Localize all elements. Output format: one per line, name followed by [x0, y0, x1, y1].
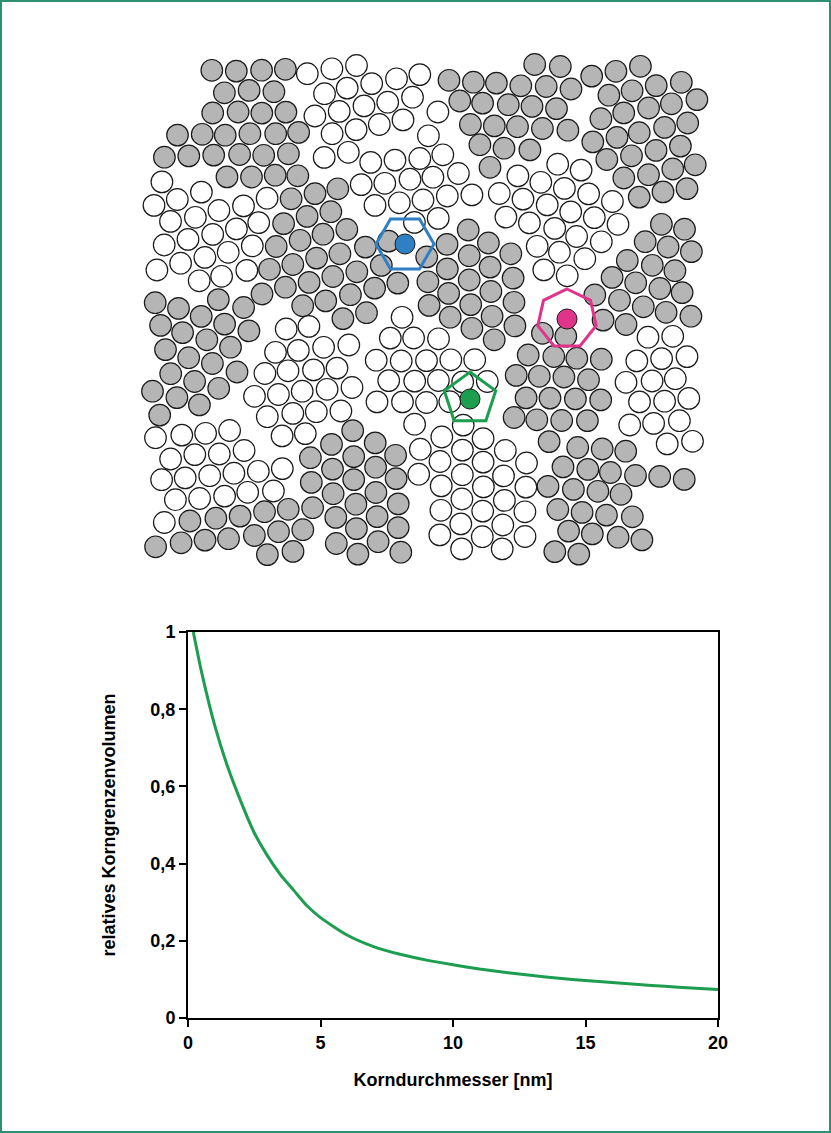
svg-text:0: 0 [165, 1008, 175, 1028]
svg-text:1: 1 [165, 622, 175, 642]
svg-text:Korndurchmesser [nm]: Korndurchmesser [nm] [353, 1070, 552, 1090]
svg-text:0,6: 0,6 [150, 777, 175, 797]
svg-text:0,4: 0,4 [150, 854, 175, 874]
svg-text:10: 10 [443, 1033, 463, 1053]
svg-text:0,2: 0,2 [150, 931, 175, 951]
svg-text:0,8: 0,8 [150, 700, 175, 720]
svg-text:0: 0 [183, 1033, 193, 1053]
svg-text:20: 20 [708, 1033, 728, 1053]
svg-text:relatives Korngrenzenvolumen: relatives Korngrenzenvolumen [99, 693, 119, 956]
svg-text:15: 15 [575, 1033, 595, 1053]
svg-text:5: 5 [315, 1033, 325, 1053]
